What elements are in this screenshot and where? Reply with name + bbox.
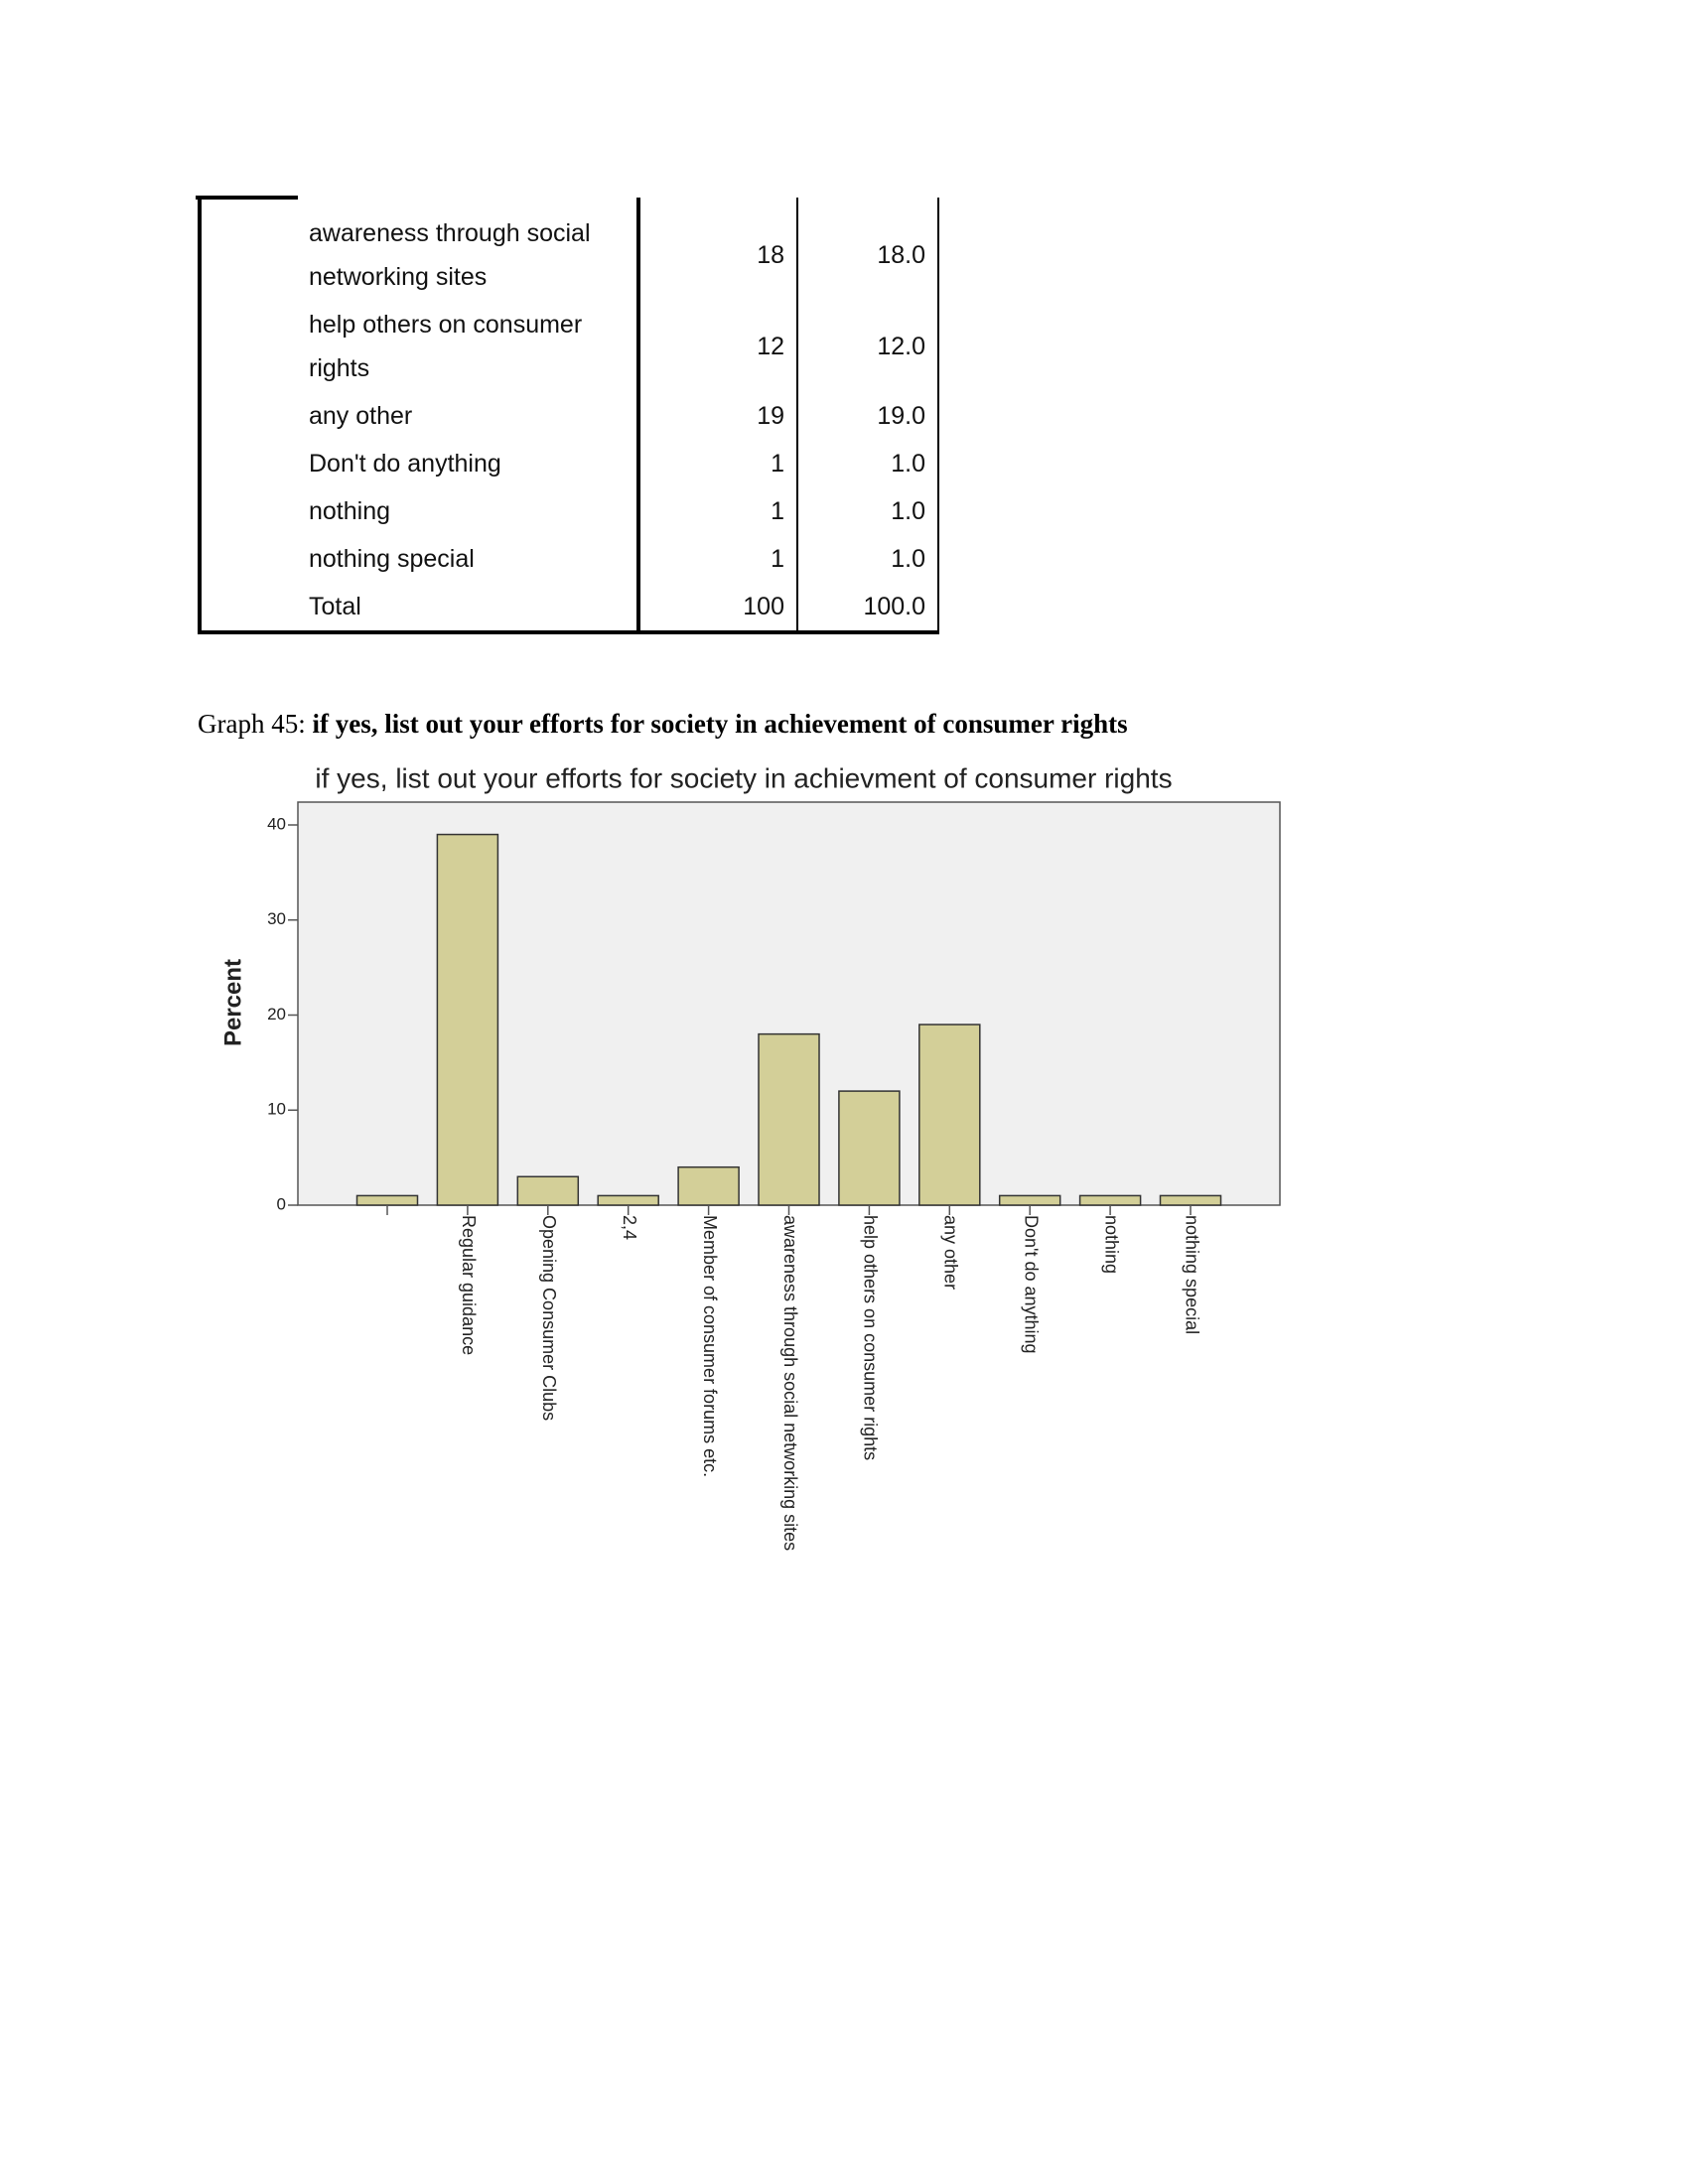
table-row: help others on consumer rights 12 12.0 <box>198 301 939 392</box>
row-label: any other <box>309 402 413 430</box>
x-tick-label: 2,4 <box>620 1215 639 1240</box>
percent: 1.0 <box>796 535 939 583</box>
row-label: nothing special <box>309 545 475 573</box>
bar <box>998 1194 1061 1206</box>
percent: 18.0 <box>796 198 939 301</box>
x-tick-label: awareness through social networking site… <box>780 1215 800 1551</box>
x-axis-label: if yes, list out your efforts for societ… <box>307 1607 1181 1637</box>
y-tick-label: 40 <box>267 814 286 833</box>
frequency: 1 <box>636 487 797 535</box>
caption-text: if yes, list out your efforts for societ… <box>312 709 1128 739</box>
row-label: Total <box>305 583 638 634</box>
frequency: 100 <box>636 583 797 634</box>
bar <box>1159 1194 1222 1206</box>
row-label: awareness through social networking site… <box>309 219 591 291</box>
row-spacer <box>198 535 305 583</box>
row-spacer <box>198 392 305 440</box>
bar <box>918 1024 981 1206</box>
caption-number: Graph 45: <box>198 709 306 739</box>
frequency: 19 <box>636 392 797 440</box>
table-row: nothing 1 1.0 <box>198 487 939 535</box>
bar <box>597 1194 659 1206</box>
x-tick-label: Don't do anything <box>1021 1215 1041 1354</box>
frequency: 18 <box>636 198 797 301</box>
x-tick-label: any other <box>941 1215 961 1290</box>
row-label: help others on consumer rights <box>309 311 583 382</box>
bar <box>677 1165 740 1206</box>
percent: 1.0 <box>796 487 939 535</box>
row-spacer <box>198 198 305 301</box>
percent: 100.0 <box>796 583 939 634</box>
percent: 12.0 <box>796 301 939 392</box>
y-tick-label: 10 <box>267 1100 286 1119</box>
frequency: 1 <box>636 440 797 487</box>
y-tick-label: 30 <box>267 909 286 928</box>
y-tick-label: 0 <box>277 1194 286 1213</box>
caption: Graph 45: if yes, list out your efforts … <box>198 709 1128 740</box>
y-tick-label: 20 <box>267 1005 286 1024</box>
row-spacer <box>198 440 305 487</box>
bar <box>355 1194 419 1206</box>
table-row: awareness through social networking site… <box>198 198 939 301</box>
table-row: nothing special 1 1.0 <box>198 535 939 583</box>
row-spacer <box>198 487 305 535</box>
table-row: Total 100 100.0 <box>198 583 939 634</box>
percent: 1.0 <box>796 440 939 487</box>
bar <box>436 833 499 1206</box>
percent: 19.0 <box>796 392 939 440</box>
chart-title: if yes, list out your efforts for societ… <box>315 762 1172 793</box>
bar <box>1078 1194 1142 1206</box>
x-tick-label: Member of consumer forums etc. <box>700 1215 720 1477</box>
bar <box>758 1032 820 1206</box>
table-row: any other 19 19.0 <box>198 392 939 440</box>
x-tick-label: help others on consumer rights <box>861 1215 881 1460</box>
x-tick-label: nothing <box>1101 1215 1121 1274</box>
frequency: 1 <box>636 535 797 583</box>
table-row: Don't do anything 1 1.0 <box>198 440 939 487</box>
bar <box>516 1175 580 1206</box>
x-tick-label: Opening Consumer Clubs <box>539 1215 559 1421</box>
row-label: Don't do anything <box>309 450 501 478</box>
row-spacer <box>198 301 305 392</box>
row-spacer <box>198 583 305 634</box>
row-label: nothing <box>309 497 391 525</box>
x-tick-label: Regular guidance <box>459 1215 479 1355</box>
frequency: 12 <box>636 301 797 392</box>
x-tick-label: nothing special <box>1182 1215 1201 1334</box>
frequency-table: awareness through social networking site… <box>198 198 939 634</box>
y-axis-label: Percent <box>219 959 246 1046</box>
bar <box>838 1090 901 1206</box>
